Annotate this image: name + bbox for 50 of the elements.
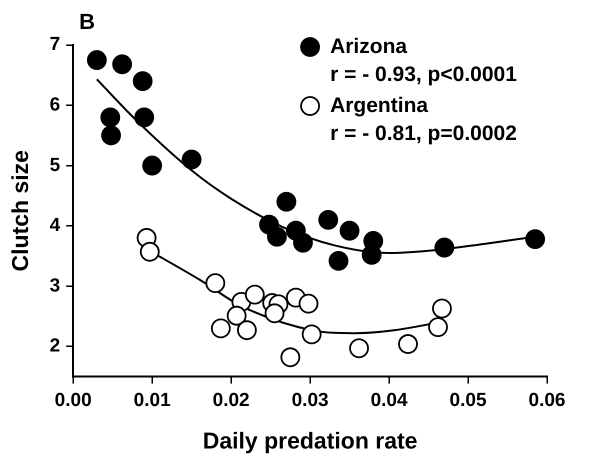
point <box>210 318 231 338</box>
y-tick-label: 4 <box>50 215 61 236</box>
point <box>112 54 132 74</box>
x-tick-label: 0.04 <box>370 390 408 412</box>
annotation: r = - 0.81, p=0.0002 <box>330 122 517 145</box>
point <box>398 334 418 354</box>
y-tick-label: 7 <box>50 34 60 56</box>
point <box>140 242 160 262</box>
x-tick-label: 0.02 <box>212 390 250 412</box>
x-tick-label: 0.00 <box>54 390 92 412</box>
point <box>280 347 300 368</box>
point <box>340 220 360 241</box>
point <box>264 303 284 324</box>
point <box>434 238 454 258</box>
y-tick-label: 6 <box>50 94 60 116</box>
point <box>302 324 322 344</box>
point <box>205 273 226 294</box>
point <box>244 284 265 305</box>
point <box>267 226 287 247</box>
point <box>318 210 338 230</box>
y-tick-label: 3 <box>50 275 60 296</box>
point <box>349 338 369 358</box>
x-tick-label: 0.05 <box>450 390 487 412</box>
point <box>134 107 154 128</box>
point <box>182 150 202 170</box>
point <box>237 320 257 340</box>
point <box>276 192 296 212</box>
legend-label: Argentina <box>330 94 428 117</box>
point <box>142 156 162 176</box>
x-axis-title: Daily predation rate <box>202 428 418 454</box>
y-tick-label: 5 <box>50 154 61 176</box>
annotation: r = - 0.93, p<0.0001 <box>330 62 518 86</box>
point <box>298 294 318 314</box>
point <box>328 250 348 271</box>
x-tick-label: 0.03 <box>292 390 329 412</box>
y-tick-label: 2 <box>50 336 60 357</box>
text: B <box>79 9 96 34</box>
point <box>132 71 153 92</box>
point <box>101 126 121 146</box>
y-axis-title: Clutch size <box>7 150 34 272</box>
x-tick-label: 0.06 <box>528 390 566 412</box>
point <box>428 317 448 338</box>
point <box>525 229 546 250</box>
point <box>432 298 452 318</box>
legend-label: Arizona <box>330 34 408 58</box>
x-tick-label: 0.01 <box>134 390 172 412</box>
point <box>293 232 313 253</box>
point <box>100 107 120 128</box>
point <box>86 50 107 70</box>
point <box>226 306 247 326</box>
